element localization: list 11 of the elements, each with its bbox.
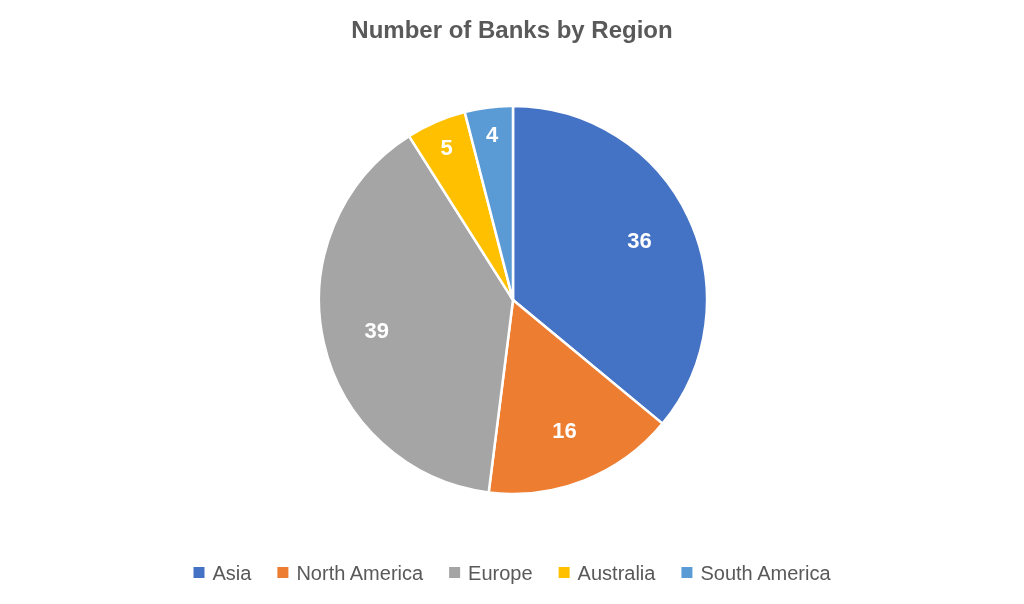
legend-label: Europe [468,562,533,584]
legend-label: North America [296,562,424,584]
data-label: 16 [552,417,577,443]
legend-label: Asia [212,562,253,584]
data-label: 5 [440,134,453,160]
legend-label: Australia [577,562,657,584]
data-label: 4 [485,122,499,148]
chart-title: Number of Banks by Region [351,16,673,43]
data-label: 36 [627,228,652,254]
legend-label: South America [700,562,832,584]
data-label: 39 [364,318,389,344]
